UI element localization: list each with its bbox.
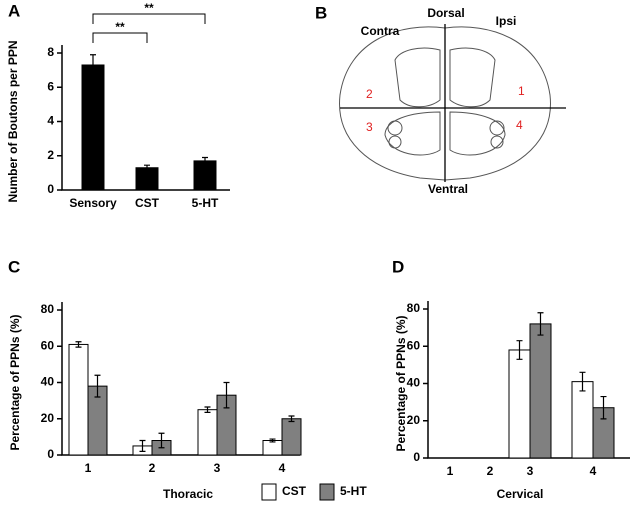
- motor-pool: [490, 135, 504, 149]
- diagram-label: Ipsi: [496, 14, 517, 28]
- region-label: 3: [366, 120, 373, 134]
- spinal-cord-diagram: B Contra Dorsal Ipsi Ventral 1 2 3 4: [315, 3, 566, 196]
- legend-label: 5-HT: [340, 484, 367, 498]
- motor-pool: [387, 120, 403, 136]
- significance-label: **: [144, 1, 154, 15]
- region-label: 4: [516, 118, 523, 132]
- error-bar: [90, 54, 96, 76]
- bar: [571, 381, 594, 459]
- diagram-label: Dorsal: [427, 6, 464, 20]
- significance-bracket: [92, 13, 206, 24]
- error-bar: [139, 439, 146, 452]
- error-bar: [537, 312, 544, 336]
- bar: [281, 418, 302, 456]
- axis: [427, 301, 630, 459]
- y-tick-label: 6: [47, 79, 54, 93]
- y-tick-label: 4: [47, 114, 54, 128]
- error-bar: [204, 406, 211, 414]
- error-bar: [516, 340, 523, 360]
- bar: [529, 323, 552, 459]
- legend-label: CST: [282, 484, 307, 498]
- error-bar: [144, 164, 150, 171]
- y-tick-label: 60: [407, 338, 421, 352]
- y-tick-label: 0: [47, 447, 54, 461]
- gray-matter-dorsal: [394, 47, 496, 108]
- y-tick-label: 0: [413, 450, 420, 464]
- y-tick-label: 40: [407, 376, 421, 390]
- y-tick-label: 80: [41, 302, 55, 316]
- error-bar: [94, 374, 101, 398]
- panel-label: B: [315, 3, 327, 22]
- x-tick-label: 4: [279, 461, 286, 475]
- y-axis-label: Number of Boutons per PPN: [6, 40, 20, 202]
- x-tick-label: 2: [487, 464, 494, 478]
- motor-pool: [388, 135, 402, 149]
- error-bar: [579, 371, 586, 392]
- x-axis-label: Cervical: [497, 487, 544, 501]
- legend-swatch: [261, 483, 277, 501]
- panel-label: C: [8, 257, 20, 276]
- x-axis-label: Thoracic: [163, 487, 213, 501]
- bar: [81, 64, 105, 191]
- x-tick-label: 3: [527, 464, 534, 478]
- y-tick-label: 20: [41, 411, 55, 425]
- y-tick-label: 20: [407, 413, 421, 427]
- error-bar: [600, 395, 607, 420]
- error-bar: [158, 432, 165, 449]
- y-tick-label: 0: [47, 182, 54, 196]
- bar: [197, 409, 218, 456]
- panel-label: D: [392, 257, 404, 276]
- diagram-label: Ventral: [428, 182, 468, 196]
- y-tick-label: 8: [47, 45, 54, 59]
- diagram-label: Contra: [361, 24, 400, 38]
- bar: [508, 349, 531, 459]
- x-tick-label: 1: [447, 464, 454, 478]
- region-label: 1: [518, 84, 525, 98]
- x-tick-label: 3: [214, 461, 221, 475]
- error-bar: [202, 156, 208, 165]
- x-tick-label: 2: [149, 461, 156, 475]
- x-tick-label: CST: [135, 196, 160, 210]
- error-bar: [223, 381, 230, 409]
- y-tick-label: 80: [407, 301, 421, 315]
- motor-pool: [489, 120, 505, 136]
- significance-label: **: [115, 20, 125, 34]
- y-axis-label: Percentage of PPNs (%): [8, 314, 22, 450]
- error-bar: [288, 415, 295, 423]
- bar: [262, 440, 283, 456]
- y-tick-label: 2: [47, 148, 54, 162]
- region-label: 2: [366, 87, 373, 101]
- x-tick-label: 4: [590, 464, 597, 478]
- y-tick-label: 40: [41, 375, 55, 389]
- axis: [61, 45, 230, 191]
- panel-label: A: [8, 1, 20, 20]
- y-axis-label: Percentage of PPNs (%): [394, 315, 408, 451]
- x-tick-label: 5-HT: [192, 196, 219, 210]
- x-tick-label: Sensory: [69, 196, 117, 210]
- x-tick-label: 1: [85, 461, 92, 475]
- significance-bracket: [92, 32, 148, 43]
- legend-swatch: [319, 483, 335, 501]
- bar: [193, 160, 217, 191]
- bar: [135, 167, 159, 191]
- error-bar: [269, 438, 276, 443]
- y-tick-label: 60: [41, 338, 55, 352]
- gray-matter-ventral: [384, 111, 506, 156]
- error-bar: [75, 341, 82, 348]
- bar: [68, 343, 89, 456]
